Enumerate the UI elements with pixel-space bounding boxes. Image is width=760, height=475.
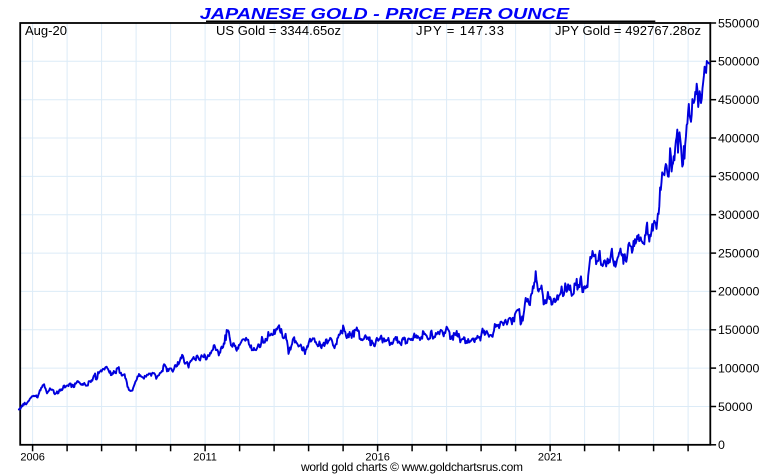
svg-text:150000: 150000: [718, 323, 759, 337]
svg-text:500000: 500000: [718, 55, 759, 69]
svg-text:JAPANESE GOLD - PRICE PER OUNC: JAPANESE GOLD - PRICE PER OUNCE: [200, 5, 570, 23]
svg-text:JPY = 147.33: JPY = 147.33: [416, 23, 504, 38]
svg-text:2006: 2006: [20, 452, 44, 464]
svg-text:300000: 300000: [718, 208, 759, 222]
svg-text:350000: 350000: [718, 170, 759, 184]
svg-text:100000: 100000: [718, 361, 759, 375]
svg-text:world gold charts © www.goldch: world gold charts © www.goldchartsrus.co…: [300, 460, 523, 474]
svg-text:400000: 400000: [718, 131, 759, 145]
svg-text:0: 0: [718, 438, 725, 452]
svg-text:JPY Gold = 492767.28oz: JPY Gold = 492767.28oz: [555, 23, 701, 38]
svg-text:2011: 2011: [193, 452, 217, 464]
svg-text:450000: 450000: [718, 93, 759, 107]
svg-text:200000: 200000: [718, 285, 759, 299]
svg-text:2016: 2016: [365, 452, 389, 464]
svg-text:250000: 250000: [718, 246, 759, 260]
svg-text:2021: 2021: [538, 452, 562, 464]
svg-text:US Gold = 3344.65oz: US Gold = 3344.65oz: [216, 23, 341, 38]
svg-text:Aug-20: Aug-20: [25, 23, 67, 38]
svg-text:550000: 550000: [718, 16, 759, 30]
svg-text:50000: 50000: [718, 400, 753, 414]
